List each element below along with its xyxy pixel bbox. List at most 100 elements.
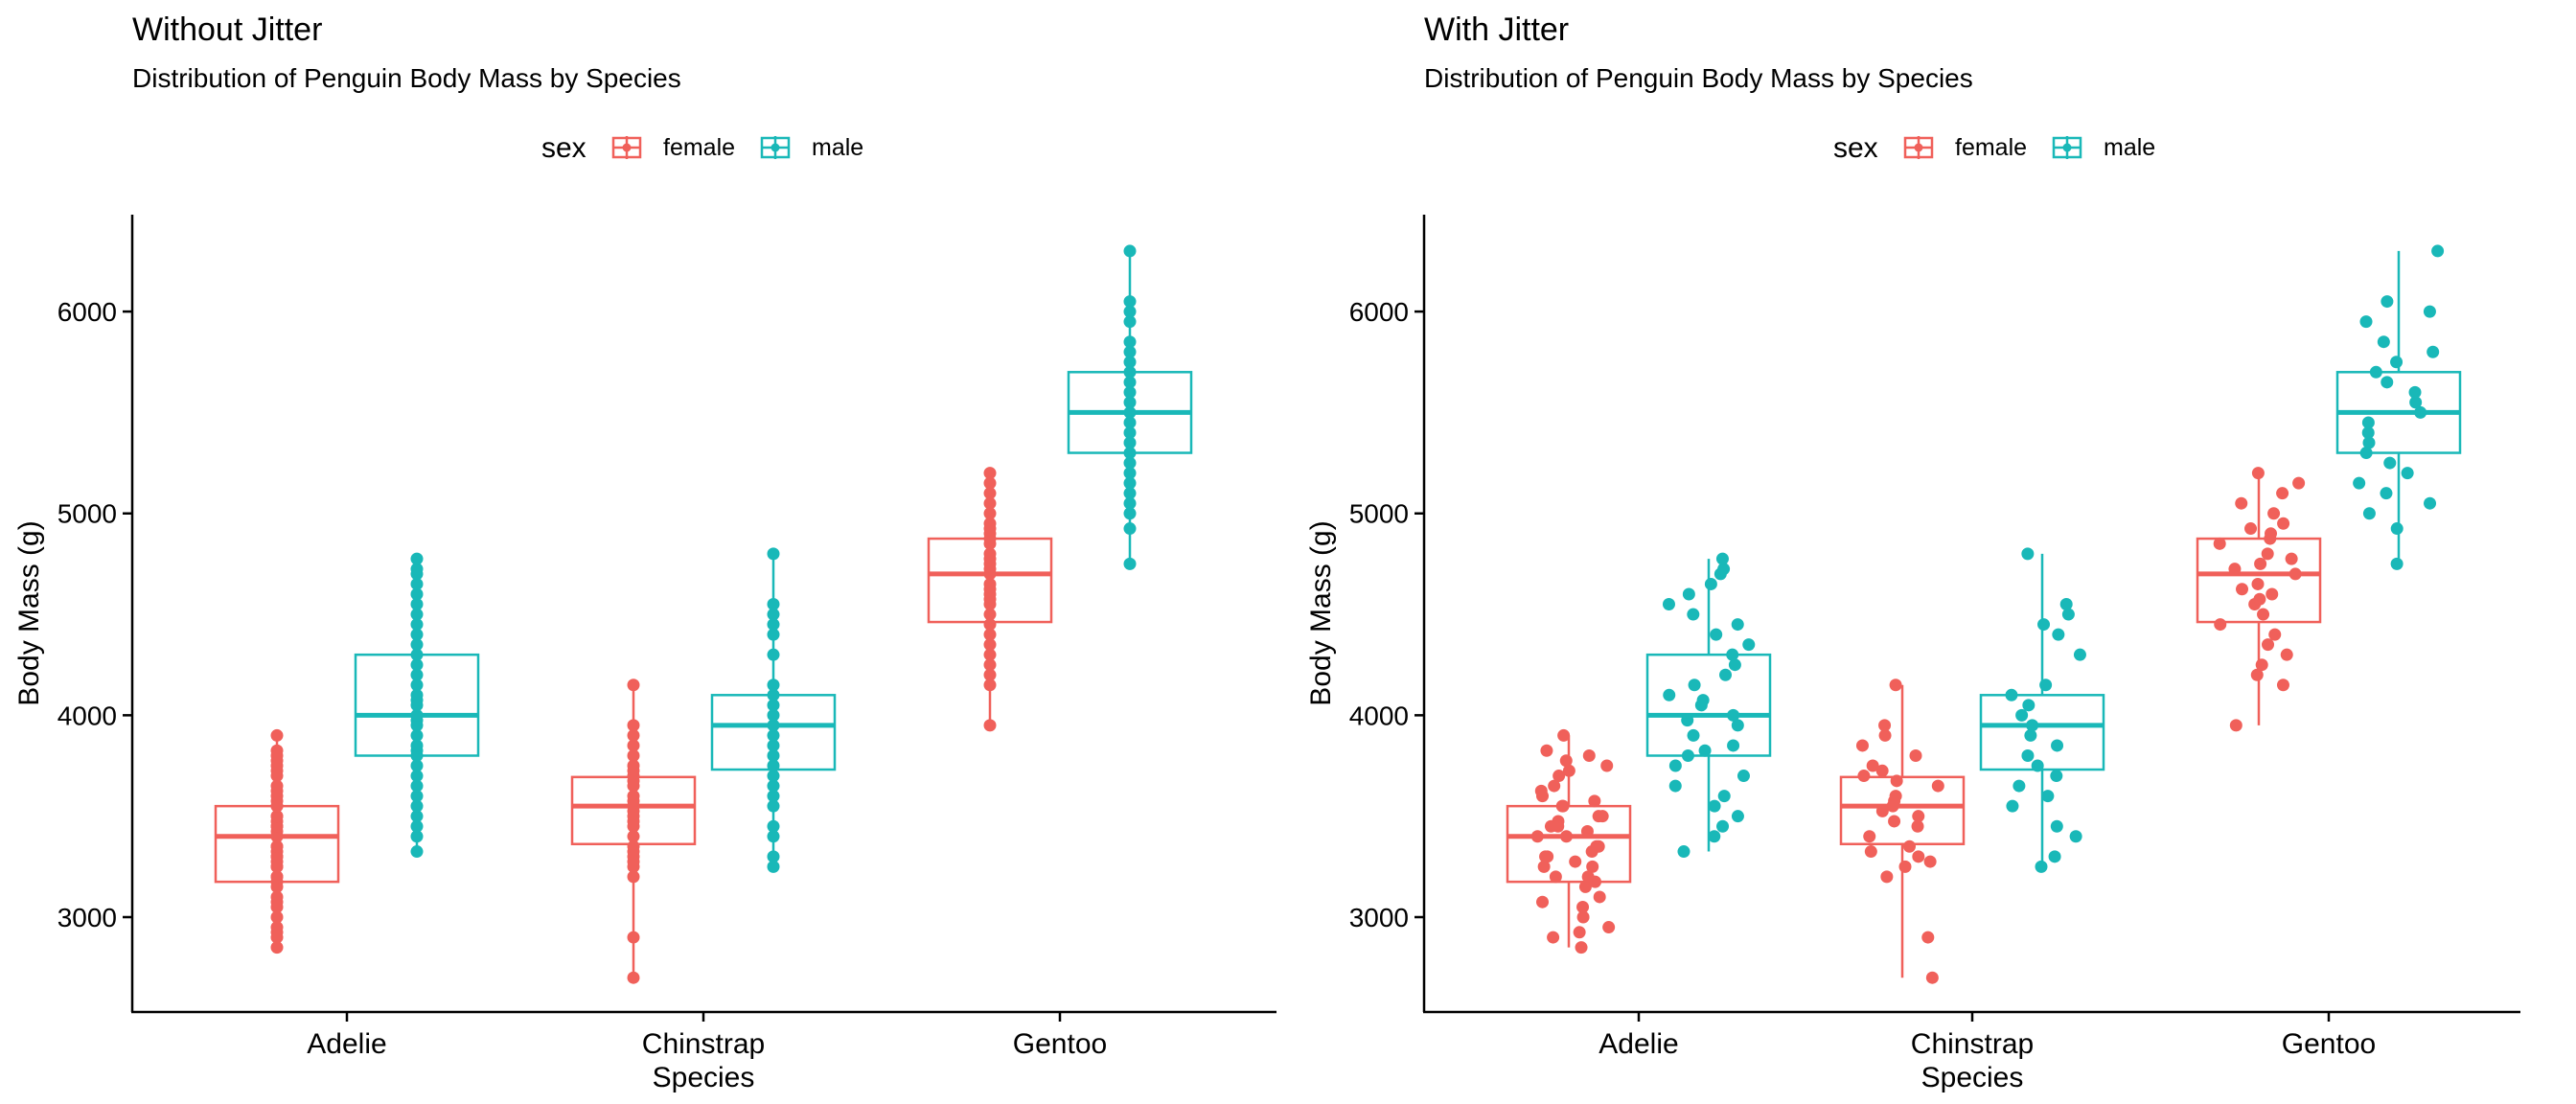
legend-key-male (2052, 136, 2082, 159)
data-point-male (1663, 688, 1676, 702)
data-point-male (767, 850, 780, 863)
data-point-female (627, 739, 640, 752)
data-point-male (2414, 405, 2427, 419)
data-point-male (2037, 618, 2051, 632)
data-point-male (767, 618, 780, 632)
data-point-male (2031, 759, 2044, 772)
data-point-female (1536, 895, 1550, 908)
data-point-male (1704, 577, 1717, 590)
data-point-female (627, 748, 640, 762)
data-point-female (2257, 608, 2270, 621)
box-iqr (1506, 804, 1632, 884)
data-point-female (2251, 577, 2265, 590)
data-point-male (1687, 728, 1700, 742)
data-point-male (410, 587, 424, 601)
data-point-female (627, 728, 640, 742)
data-point-female (1582, 748, 1596, 762)
box-male-gentoo (2335, 244, 2462, 570)
data-point-female (270, 870, 284, 884)
x-tick-label: Adelie (307, 1028, 386, 1060)
data-point-male (1728, 658, 1741, 672)
data-point-male (2362, 507, 2376, 520)
data-point-male (1682, 587, 1695, 601)
legend-label-male: male (2104, 134, 2155, 161)
data-point-male (1696, 694, 1710, 707)
data-point-female (2266, 587, 2279, 601)
legend: sex female male (541, 132, 863, 164)
data-point-female (1600, 759, 1614, 772)
box-female-adelie (214, 728, 340, 954)
data-point-male (2431, 244, 2445, 258)
data-point-female (1592, 810, 1605, 823)
data-point-male (2015, 708, 2029, 722)
data-point-female (2261, 547, 2274, 561)
data-point-female (2268, 628, 2282, 641)
data-point-female (2277, 517, 2290, 530)
data-point-female (983, 719, 997, 732)
y-tick-label: 6000 (1349, 297, 1409, 327)
data-point-female (1548, 779, 1561, 793)
legend-label-female: female (663, 134, 735, 161)
data-point-female (1921, 931, 1935, 944)
data-point-male (767, 779, 780, 793)
data-point-male (410, 608, 424, 621)
chart-title: With Jitter (1424, 12, 1569, 48)
x-tick-label: Adelie (1598, 1028, 1678, 1060)
data-point-male (1731, 719, 1744, 732)
data-point-female (2253, 592, 2266, 606)
data-point-male (1123, 305, 1137, 318)
data-point-female (1863, 830, 1876, 843)
data-point-male (767, 819, 780, 833)
data-point-female (983, 507, 997, 520)
data-point-female (1549, 870, 1562, 884)
data-point-female (1590, 840, 1603, 853)
plot-area: 3000 4000 5000 6000 Adelie Chinstrap Gentoo (58, 244, 1193, 1060)
data-point-female (983, 608, 997, 621)
data-point-male (410, 819, 424, 833)
data-point-male (1698, 744, 1712, 757)
data-point-female (983, 577, 997, 590)
x-tick-label: Gentoo (2282, 1028, 2376, 1060)
box-male-adelie (1645, 552, 1772, 859)
data-point-female (1880, 870, 1894, 884)
legend-title: sex (541, 132, 586, 164)
data-point-female (1537, 860, 1551, 873)
data-point-female (1539, 850, 1552, 863)
data-point-male (410, 668, 424, 681)
data-point-female (627, 840, 640, 853)
data-point-female (1902, 840, 1916, 853)
data-point-male (1123, 345, 1137, 358)
data-point-female (1909, 748, 1922, 762)
y-tick-label: 6000 (58, 297, 117, 327)
data-point-female (983, 618, 997, 632)
data-point-female (983, 668, 997, 681)
data-point-female (1888, 815, 1901, 828)
data-point-female (1890, 774, 1903, 788)
data-point-male (1681, 714, 1694, 727)
data-point-male (1687, 608, 1700, 621)
data-point-female (983, 678, 997, 692)
data-point-male (2390, 356, 2404, 369)
data-point-female (1562, 764, 1576, 777)
data-point-male (410, 779, 424, 793)
data-point-male (2409, 396, 2423, 409)
y-tick-label: 4000 (1349, 701, 1409, 730)
data-point-male (410, 790, 424, 803)
data-point-male (2051, 739, 2064, 752)
data-point-male (2359, 447, 2373, 460)
data-point-female (270, 910, 284, 924)
plot-area: 3000 4000 5000 6000 Adelie Chinstrap Gentoo (1349, 244, 2462, 1060)
data-point-female (1912, 850, 1925, 863)
data-point-female (1586, 860, 1599, 873)
data-point-male (767, 860, 780, 873)
data-point-male (2390, 557, 2404, 570)
data-point-female (2254, 557, 2267, 570)
data-point-male (2380, 487, 2393, 500)
data-point-female (1576, 910, 1590, 924)
data-point-male (1681, 748, 1694, 762)
data-point-female (2292, 476, 2306, 490)
box-male-chinstrap (710, 547, 837, 873)
data-point-female (627, 971, 640, 984)
data-point-male (1742, 638, 1756, 652)
data-point-female (1866, 759, 1879, 772)
